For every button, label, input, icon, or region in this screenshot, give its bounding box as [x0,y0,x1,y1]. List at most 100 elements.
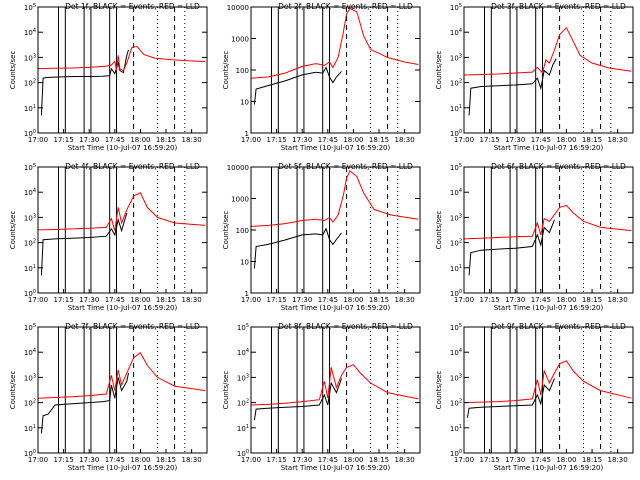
plot-frame [37,166,208,294]
panel-title: Det 6f, BLACK = Events, RED = LLD [491,162,626,171]
y-tick-label: 100 [450,449,462,458]
y-tick-label: 104 [450,28,462,37]
plot-frame [37,326,208,454]
panel-title: Det 5f, BLACK = Events, RED = LLD [278,162,413,171]
panel-title: Det 2f, BLACK = Events, RED = LLD [278,2,413,11]
x-tick-label: 17:00 [28,456,48,464]
x-tick-label: 18:30 [395,136,415,144]
x-tick-label: 18:30 [395,456,415,464]
events-series-line [40,49,129,116]
x-tick-label: 17:15 [480,136,500,144]
lld-series-line [37,352,206,399]
x-tick-label: 18:30 [182,456,202,464]
y-tick-label: 102 [450,79,462,88]
plot-frame [463,326,634,454]
x-tick-label: 17:45 [105,136,125,144]
y-tick-label: 105 [24,163,36,172]
y-axis-title: Counts/sec [435,371,443,410]
x-axis-title: Start Time (10-Jul-07 16:59:20) [68,144,178,152]
y-tick-label: 103 [450,53,462,62]
x-tick-label: 18:00 [343,296,363,304]
panel-title: Det 1f, BLACK = Events, RED = LLD [65,2,200,11]
y-tick-label: 104 [24,188,36,197]
x-tick-label: 17:30 [505,456,525,464]
y-tick-label: 100 [450,289,462,298]
panel-title: Det 7f, BLACK = Events, RED = LLD [65,322,200,331]
x-tick-label: 17:45 [531,456,551,464]
y-axis-title: Counts/sec [9,211,17,250]
x-tick-label: 18:15 [369,136,389,144]
x-tick-label: 17:00 [28,136,48,144]
y-tick-label: 103 [24,53,36,62]
y-tick-label: 102 [237,399,249,408]
y-tick-label: 100 [450,129,462,138]
panel-title: Det 3f, BLACK = Events, RED = LLD [491,2,626,11]
y-tick-label: 104 [450,348,462,357]
y-tick-label: 103 [24,373,36,382]
y-axis-title: Counts/sec [222,371,230,410]
y-tick-label: 105 [24,323,36,332]
x-tick-label: 18:15 [156,456,176,464]
panel-title: Det 4f, BLACK = Events, RED = LLD [65,162,200,171]
x-tick-label: 18:30 [608,296,628,304]
x-tick-label: 17:00 [28,296,48,304]
lld-series-line [463,204,632,240]
y-tick-label: 102 [24,399,36,408]
x-tick-label: 17:00 [241,296,261,304]
y-tick-label: 100 [24,449,36,458]
lld-series-line [250,364,419,406]
y-tick-label: 101 [24,104,36,113]
x-axis-title: Start Time (10-Jul-07 16:59:20) [281,304,391,312]
x-tick-label: 18:30 [182,136,202,144]
x-axis-title: Start Time (10-Jul-07 16:59:20) [68,464,178,472]
events-series-line [253,66,342,105]
x-tick-label: 17:45 [318,136,338,144]
y-tick-label: 10 [240,259,249,267]
plot-frame [250,326,421,454]
x-axis-title: Start Time (10-Jul-07 16:59:20) [68,304,178,312]
x-tick-label: 18:00 [556,136,576,144]
lld-series-line [37,45,206,72]
y-tick-label: 105 [450,3,462,12]
x-tick-label: 18:15 [156,296,176,304]
events-series-line [40,372,129,434]
detector-panel: Det 6f, BLACK = Events, RED = LLD 100 101 1… [435,162,634,312]
x-axis-title: Start Time (10-Jul-07 16:59:20) [494,304,604,312]
events-series-line [253,227,342,269]
x-tick-label: 18:00 [343,456,363,464]
plot-frame [250,166,421,294]
x-tick-label: 18:15 [369,296,389,304]
x-tick-label: 17:30 [292,136,312,144]
plot-frame [463,6,634,134]
y-tick-label: 101 [450,264,462,273]
x-axis-title: Start Time (10-Jul-07 16:59:20) [494,144,604,152]
y-tick-label: 100 [237,449,249,458]
y-axis-title: Counts/sec [435,211,443,250]
x-tick-label: 18:00 [130,136,150,144]
x-tick-label: 17:00 [454,296,474,304]
x-tick-label: 17:15 [480,296,500,304]
y-tick-label: 1000 [231,36,249,44]
plot-frame [37,6,208,134]
y-tick-label: 103 [237,373,249,382]
y-tick-label: 104 [24,28,36,37]
y-tick-label: 102 [24,239,36,248]
y-tick-label: 104 [450,188,462,197]
detector-panel: Det 4f, BLACK = Events, RED = LLD 100 101 1… [9,162,208,312]
x-tick-label: 17:15 [54,456,74,464]
x-tick-label: 17:15 [54,296,74,304]
y-tick-label: 102 [450,239,462,248]
x-tick-label: 18:15 [156,136,176,144]
x-tick-label: 18:30 [608,136,628,144]
y-tick-label: 101 [450,424,462,433]
y-tick-label: 101 [450,104,462,113]
y-tick-label: 1 [245,130,249,138]
x-tick-label: 17:30 [505,136,525,144]
lld-series-line [463,360,632,404]
y-tick-label: 105 [24,3,36,12]
plot-frame [463,166,634,294]
y-tick-label: 102 [450,399,462,408]
events-series-line [468,219,555,276]
y-tick-label: 1 [245,290,249,298]
